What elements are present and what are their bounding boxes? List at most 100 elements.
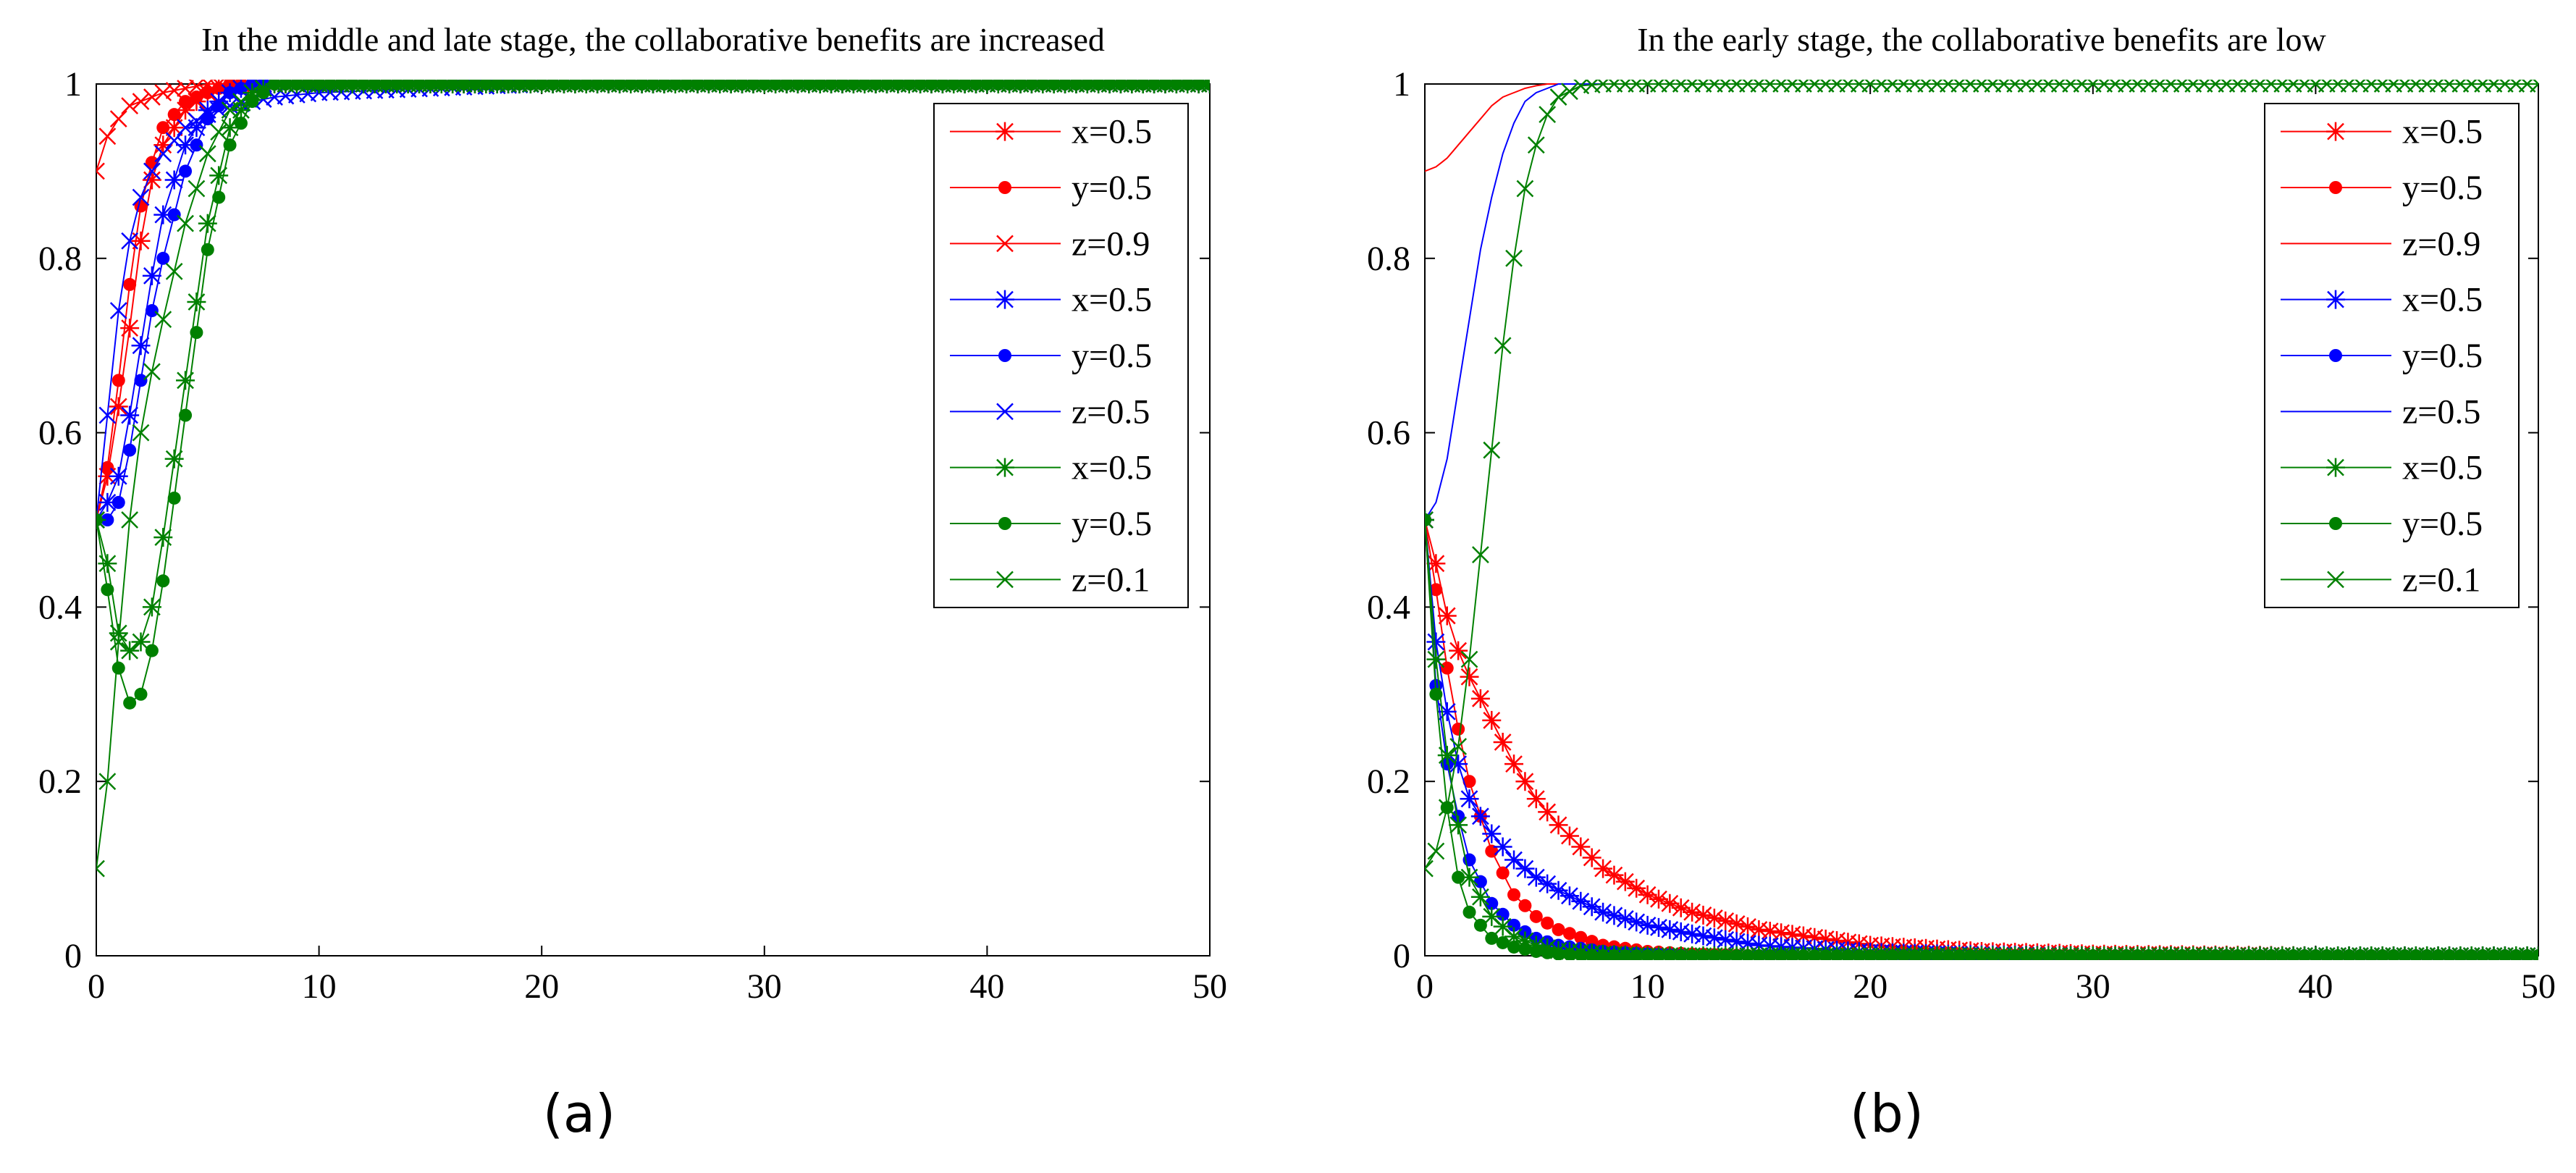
data-point — [2208, 949, 2222, 960]
data-point — [245, 95, 259, 109]
chart-panel-b: In the early stage, the collaborative be… — [1367, 21, 2556, 1006]
data-point — [1427, 842, 1445, 860]
data-point — [1539, 106, 1557, 124]
data-point — [2509, 949, 2523, 960]
data-point — [2530, 80, 2538, 93]
data-point — [1683, 902, 1702, 922]
data-point — [1515, 859, 1535, 878]
data-point — [1775, 949, 1788, 960]
legend-marker — [996, 571, 1014, 589]
data-point — [1674, 949, 1688, 960]
legend-item: y=0.5 — [2281, 337, 2483, 375]
data-point — [1704, 928, 1724, 948]
data-point — [220, 118, 240, 138]
data-point — [234, 117, 248, 130]
x-tick-label: 30 — [747, 967, 782, 1006]
legend-marker — [2326, 122, 2345, 141]
legend-marker — [996, 403, 1014, 421]
data-point — [1562, 927, 1576, 941]
data-point — [2220, 949, 2234, 960]
data-point — [153, 135, 173, 155]
data-point — [1953, 949, 1966, 960]
data-point — [1618, 949, 1632, 960]
data-point — [1696, 949, 1710, 960]
data-point — [132, 93, 150, 110]
data-point — [2153, 949, 2167, 960]
data-point — [1796, 949, 1810, 960]
legend-label: x=0.5 — [2402, 449, 2483, 487]
data-point — [1505, 249, 1523, 267]
data-point — [1496, 866, 1510, 880]
data-point — [1930, 949, 1944, 960]
data-point — [209, 166, 229, 185]
data-point — [1852, 949, 1866, 960]
data-point — [177, 80, 194, 97]
y-tick-label: 0 — [64, 937, 82, 975]
data-point — [2298, 949, 2312, 960]
data-point — [1437, 746, 1457, 765]
legend-label: y=0.5 — [2402, 169, 2483, 207]
data-point — [1452, 870, 1465, 884]
data-point — [1574, 948, 1588, 960]
data-point — [1504, 927, 1524, 946]
data-point — [1483, 441, 1501, 459]
data-point — [109, 466, 128, 486]
data-point — [143, 88, 161, 106]
x-tick-label: 10 — [302, 967, 337, 1006]
chart-title: In the middle and late stage, the collab… — [201, 21, 1105, 58]
data-point — [1864, 949, 1877, 960]
data-point — [2375, 949, 2389, 960]
legend-item: z=0.9 — [950, 224, 1150, 263]
data-point — [1727, 914, 1746, 933]
data-point — [1841, 949, 1855, 960]
data-point — [1473, 918, 1487, 932]
data-point — [1582, 897, 1601, 917]
data-point — [131, 231, 151, 251]
data-point — [1526, 789, 1546, 809]
data-point — [2231, 949, 2244, 960]
data-point — [109, 397, 128, 416]
data-point — [2276, 949, 2289, 960]
data-point — [2142, 949, 2155, 960]
data-point — [1426, 649, 1446, 669]
data-point — [131, 632, 151, 652]
data-point — [1529, 944, 1543, 958]
legend-item: y=0.5 — [950, 169, 1152, 207]
x-tick-label: 0 — [1416, 967, 1434, 1006]
legend-item: y=0.5 — [950, 337, 1152, 375]
data-point — [1671, 898, 1691, 917]
data-point — [142, 597, 161, 617]
data-point — [1707, 949, 1721, 960]
data-point — [1772, 923, 1791, 943]
y-tick-label: 0.8 — [1367, 240, 1410, 278]
data-point — [2019, 949, 2033, 960]
data-point — [1651, 949, 1665, 960]
data-point — [1429, 583, 1443, 597]
legend-label: x=0.5 — [1072, 449, 1152, 487]
data-point — [1641, 949, 1654, 960]
data-point — [2086, 949, 2100, 960]
data-point — [1460, 667, 1479, 686]
data-point — [1470, 807, 1490, 826]
data-point — [2097, 949, 2111, 960]
data-point — [1507, 940, 1521, 954]
data-point — [143, 363, 161, 381]
data-point — [1507, 918, 1521, 932]
data-point — [1538, 802, 1557, 822]
data-point — [1738, 933, 1758, 953]
data-point — [2042, 949, 2055, 960]
data-point — [2465, 949, 2478, 960]
data-point — [1630, 949, 1643, 960]
data-point — [1470, 689, 1490, 708]
data-point — [156, 574, 170, 588]
data-point — [2353, 949, 2367, 960]
data-point — [1716, 930, 1735, 949]
data-point — [1819, 949, 1832, 960]
data-point — [198, 101, 217, 120]
data-point — [142, 266, 161, 285]
data-point — [1704, 908, 1724, 928]
data-point — [111, 495, 125, 509]
data-point — [1426, 554, 1446, 573]
data-point — [1515, 772, 1535, 791]
